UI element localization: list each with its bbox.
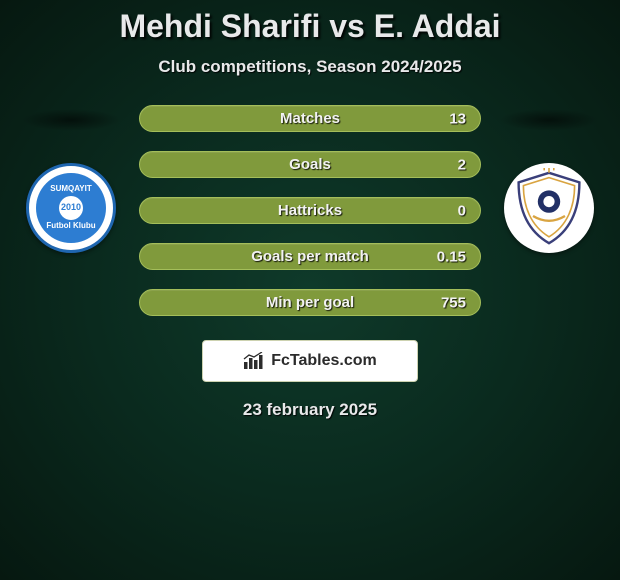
date-label: 23 february 2025 [243,400,377,420]
club-badge-left: SUMQAYIT 2010 Futbol Klubu [26,163,116,253]
badge-left-year: 2010 [59,196,83,220]
chart-icon [243,352,265,370]
middle-row: SUMQAYIT 2010 Futbol Klubu Matches 13 Go… [0,105,620,316]
club-badge-right [504,163,594,253]
stat-value: 0 [458,202,466,219]
brand-box[interactable]: FcTables.com [202,340,418,382]
club-badge-left-inner: SUMQAYIT 2010 Futbol Klubu [36,173,106,243]
stat-label: Matches [280,110,340,127]
left-player-col: SUMQAYIT 2010 Futbol Klubu [21,105,121,253]
stat-label: Min per goal [266,294,354,311]
club-badge-right-svg [509,168,589,248]
subtitle: Club competitions, Season 2024/2025 [158,57,461,77]
stat-value: 0.15 [437,248,466,265]
right-player-col [499,105,599,253]
stat-value: 2 [458,156,466,173]
stat-bars: Matches 13 Goals 2 Hattricks 0 Goals per… [139,105,481,316]
player-shadow-right [499,109,599,131]
stat-bar-goals: Goals 2 [139,151,481,178]
stat-label: Goals [289,156,331,173]
player-shadow-left [21,109,121,131]
stat-bar-goals-per-match: Goals per match 0.15 [139,243,481,270]
stat-label: Hattricks [278,202,342,219]
badge-left-top: SUMQAYIT [50,185,92,194]
brand-text: FcTables.com [271,352,377,370]
stat-label: Goals per match [251,248,369,265]
comparison-card: Mehdi Sharifi vs E. Addai Club competiti… [0,0,620,420]
stat-bar-matches: Matches 13 [139,105,481,132]
stat-bar-min-per-goal: Min per goal 755 [139,289,481,316]
badge-left-bottom: Futbol Klubu [46,222,95,231]
stat-bar-hattricks: Hattricks 0 [139,197,481,224]
stat-value: 755 [441,294,466,311]
page-title: Mehdi Sharifi vs E. Addai [119,8,500,45]
stat-value: 13 [449,110,466,127]
